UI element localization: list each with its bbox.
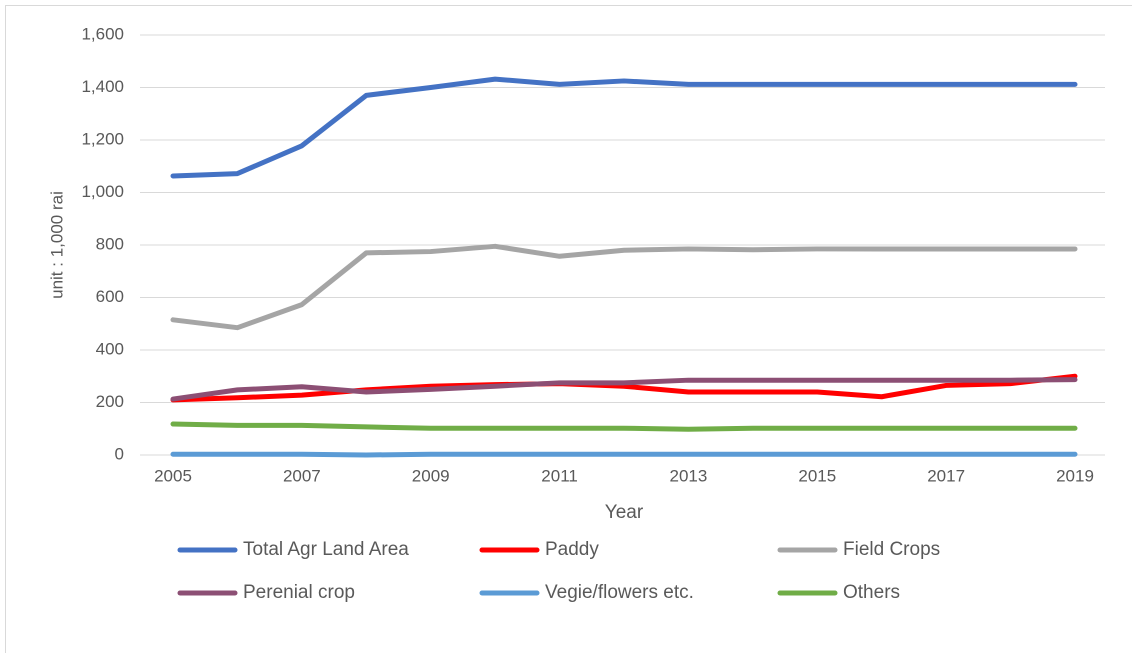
series-line <box>170 377 1078 402</box>
y-tick-label: 1,400 <box>81 77 124 96</box>
y-tick-label: 1,000 <box>81 182 124 201</box>
y-tick-label: 1,200 <box>81 129 124 148</box>
series-line <box>170 451 1078 458</box>
y-tick-label: 0 <box>115 444 124 463</box>
x-tick-label: 2013 <box>670 466 708 485</box>
series-line <box>170 76 1078 179</box>
x-tick-label: 2019 <box>1056 466 1094 485</box>
x-tick-label: 2009 <box>412 466 450 485</box>
x-axis-label: Year <box>605 502 644 523</box>
legend-label: Total Agr Land Area <box>243 539 409 560</box>
x-tick-label: 2017 <box>927 466 965 485</box>
y-tick-label: 800 <box>96 234 124 253</box>
x-tick-label: 2011 <box>541 466 578 485</box>
series-line <box>170 243 1078 331</box>
legend-label: Perenial crop <box>243 582 355 603</box>
y-tick-label: 200 <box>96 392 124 411</box>
legend-label: Vegie/flowers etc. <box>545 582 694 603</box>
y-tick-label: 600 <box>96 287 124 306</box>
y-axis-label: unit : 1,000 rai <box>47 191 66 299</box>
y-tick-label: 400 <box>96 339 124 358</box>
chart-frame <box>5 5 1132 653</box>
legend-label: Field Crops <box>843 539 940 560</box>
legend-label: Paddy <box>545 539 599 560</box>
legend-label: Others <box>843 582 900 603</box>
series-line <box>170 373 1078 403</box>
series-line <box>170 421 1078 432</box>
y-tick-label: 1,600 <box>81 24 124 43</box>
x-tick-label: 2015 <box>798 466 836 485</box>
x-tick-label: 2007 <box>283 466 321 485</box>
x-tick-label: 2005 <box>154 466 192 485</box>
